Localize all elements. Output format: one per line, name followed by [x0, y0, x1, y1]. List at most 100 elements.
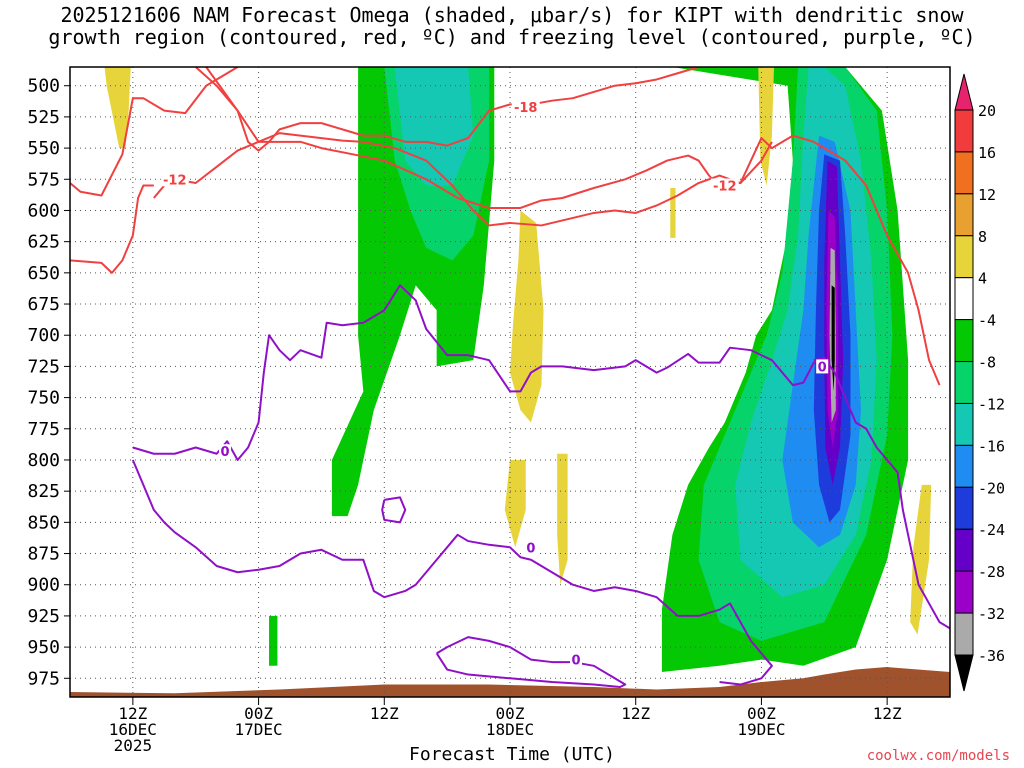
y-tick-label-1: 525 — [27, 107, 60, 128]
x-tick-label-3-0: 00Z — [496, 704, 525, 723]
colorbar-box-8 — [954, 444, 974, 488]
y-tick-label-13: 825 — [27, 481, 60, 502]
colorbar-box-0 — [954, 109, 974, 153]
contour-label-5: 0 — [221, 445, 230, 460]
credit-label: coolwx.com/models — [866, 748, 1010, 764]
colorbar-label-11: -28 — [978, 563, 1005, 581]
colorbar-label-1: 16 — [978, 144, 996, 162]
omega-shading — [104, 67, 932, 673]
y-tick-label-10: 750 — [27, 388, 60, 409]
contour-label-2: -12 — [163, 173, 187, 188]
colorbar-box-5 — [954, 319, 974, 363]
colorbar-label-2: 12 — [978, 186, 996, 204]
colorbar-box-11 — [954, 570, 974, 614]
y-tick-label-5: 625 — [27, 232, 60, 253]
colorbar-bottom-arrow — [954, 654, 974, 692]
omega-region-13 — [104, 67, 131, 149]
x-tick-label-5-1: 19DEC — [737, 720, 785, 739]
x-tick-label-0-2: 2025 — [114, 736, 153, 755]
colorbar-box-2 — [954, 193, 974, 237]
omega-region-12 — [831, 285, 835, 392]
colorbar-label-6: -8 — [978, 354, 996, 372]
x-tick-label-1-0: 00Z — [244, 704, 273, 723]
omega-region-15 — [504, 459, 526, 548]
omega-region-18 — [758, 67, 774, 186]
contour-label-bg-6 — [524, 540, 537, 555]
omega-region-2 — [269, 615, 278, 666]
contour-8 — [435, 636, 627, 689]
colorbar-box-7 — [954, 402, 974, 446]
y-tick-label-19: 975 — [27, 668, 60, 689]
contour-7 — [381, 496, 407, 524]
contour-6 — [131, 459, 773, 686]
y-tick-label-12: 800 — [27, 450, 60, 471]
colorbar: 20 16 12 8 4 -4 -8 -12 -16 -20 -24 -28 -32 -36 — [954, 73, 1005, 692]
colorbar-box-6 — [954, 361, 974, 404]
contour-9 — [813, 356, 825, 362]
x-tick-label-6-0: 12Z — [873, 704, 902, 723]
y-tick-label-4: 600 — [27, 200, 60, 221]
y-tick-label-2: 550 — [27, 138, 60, 159]
omega-region-17 — [670, 188, 676, 238]
contour-4 — [70, 184, 154, 274]
colorbar-label-9: -20 — [978, 479, 1005, 497]
chart-title-line2: growth region (contoured, red, ºC) and f… — [48, 25, 976, 49]
contour-label-bg-9 — [816, 359, 829, 374]
contour-label-bg-5 — [219, 444, 232, 459]
x-tick-label-5-0: 00Z — [747, 704, 776, 723]
colorbar-box-12 — [954, 612, 974, 656]
x-axis-label: Forecast Time (UTC) — [409, 744, 615, 765]
contour-lines — [70, 67, 950, 689]
contour-1 — [195, 67, 699, 152]
colorbar-label-10: -24 — [978, 521, 1005, 539]
omega-region-16 — [557, 453, 568, 585]
colorbar-box-3 — [954, 235, 974, 279]
contour-label-8: 0 — [571, 654, 580, 669]
colorbar-top-arrow — [954, 73, 974, 111]
contour-label-bg-8 — [570, 652, 582, 667]
x-tick-label-0-1: 16DEC — [109, 720, 157, 739]
y-tick-label-11: 775 — [27, 419, 60, 440]
contour-label-0: -18 — [514, 101, 538, 116]
colorbar-label-5: -4 — [978, 312, 996, 330]
colorbar-box-1 — [954, 151, 974, 195]
x-tick-label-4-0: 12Z — [621, 704, 650, 723]
y-tick-label-7: 675 — [27, 294, 60, 315]
y-tick-label-0: 500 — [27, 76, 60, 97]
colorbar-label-13: -36 — [978, 647, 1005, 665]
contour-label-9: 0 — [818, 360, 827, 375]
colorbar-box-10 — [954, 528, 974, 572]
y-tick-label-15: 875 — [27, 544, 60, 565]
contour-label-3: -12 — [713, 180, 737, 195]
y-tick-label-9: 725 — [27, 356, 60, 377]
contour-label-bg-2 — [160, 172, 189, 187]
colorbar-label-3: 8 — [978, 228, 987, 246]
colorbar-label-12: -32 — [978, 605, 1005, 623]
contour-2 — [70, 67, 239, 197]
colorbar-label-4: 4 — [978, 270, 987, 288]
contour-3 — [153, 140, 773, 209]
colorbar-label-7: -12 — [978, 395, 1005, 413]
colorbar-box-9 — [954, 486, 974, 530]
y-tick-label-18: 950 — [27, 637, 60, 658]
colorbar-box-4 — [954, 277, 974, 321]
contour-0 — [205, 67, 941, 386]
colorbar-label-8: -16 — [978, 437, 1005, 455]
y-tick-label-16: 900 — [27, 575, 60, 596]
colorbar-label-0: 20 — [978, 102, 996, 120]
y-tick-label-14: 850 — [27, 512, 60, 533]
x-tick-label-2-0: 12Z — [370, 704, 399, 723]
contour-label-6: 0 — [526, 541, 535, 556]
y-tick-label-3: 575 — [27, 169, 60, 190]
contour-label-bg-3 — [710, 178, 739, 193]
terrain-ground — [70, 667, 950, 697]
contour-5 — [132, 284, 950, 630]
y-tick-label-17: 925 — [27, 606, 60, 627]
x-tick-label-3-1: 18DEC — [486, 720, 534, 739]
contour-label-bg-0 — [511, 99, 540, 114]
x-tick-label-1-1: 17DEC — [234, 720, 282, 739]
y-tick-label-8: 700 — [27, 325, 60, 346]
x-tick-label-0-0: 12Z — [118, 704, 147, 723]
y-tick-label-6: 650 — [27, 263, 60, 284]
